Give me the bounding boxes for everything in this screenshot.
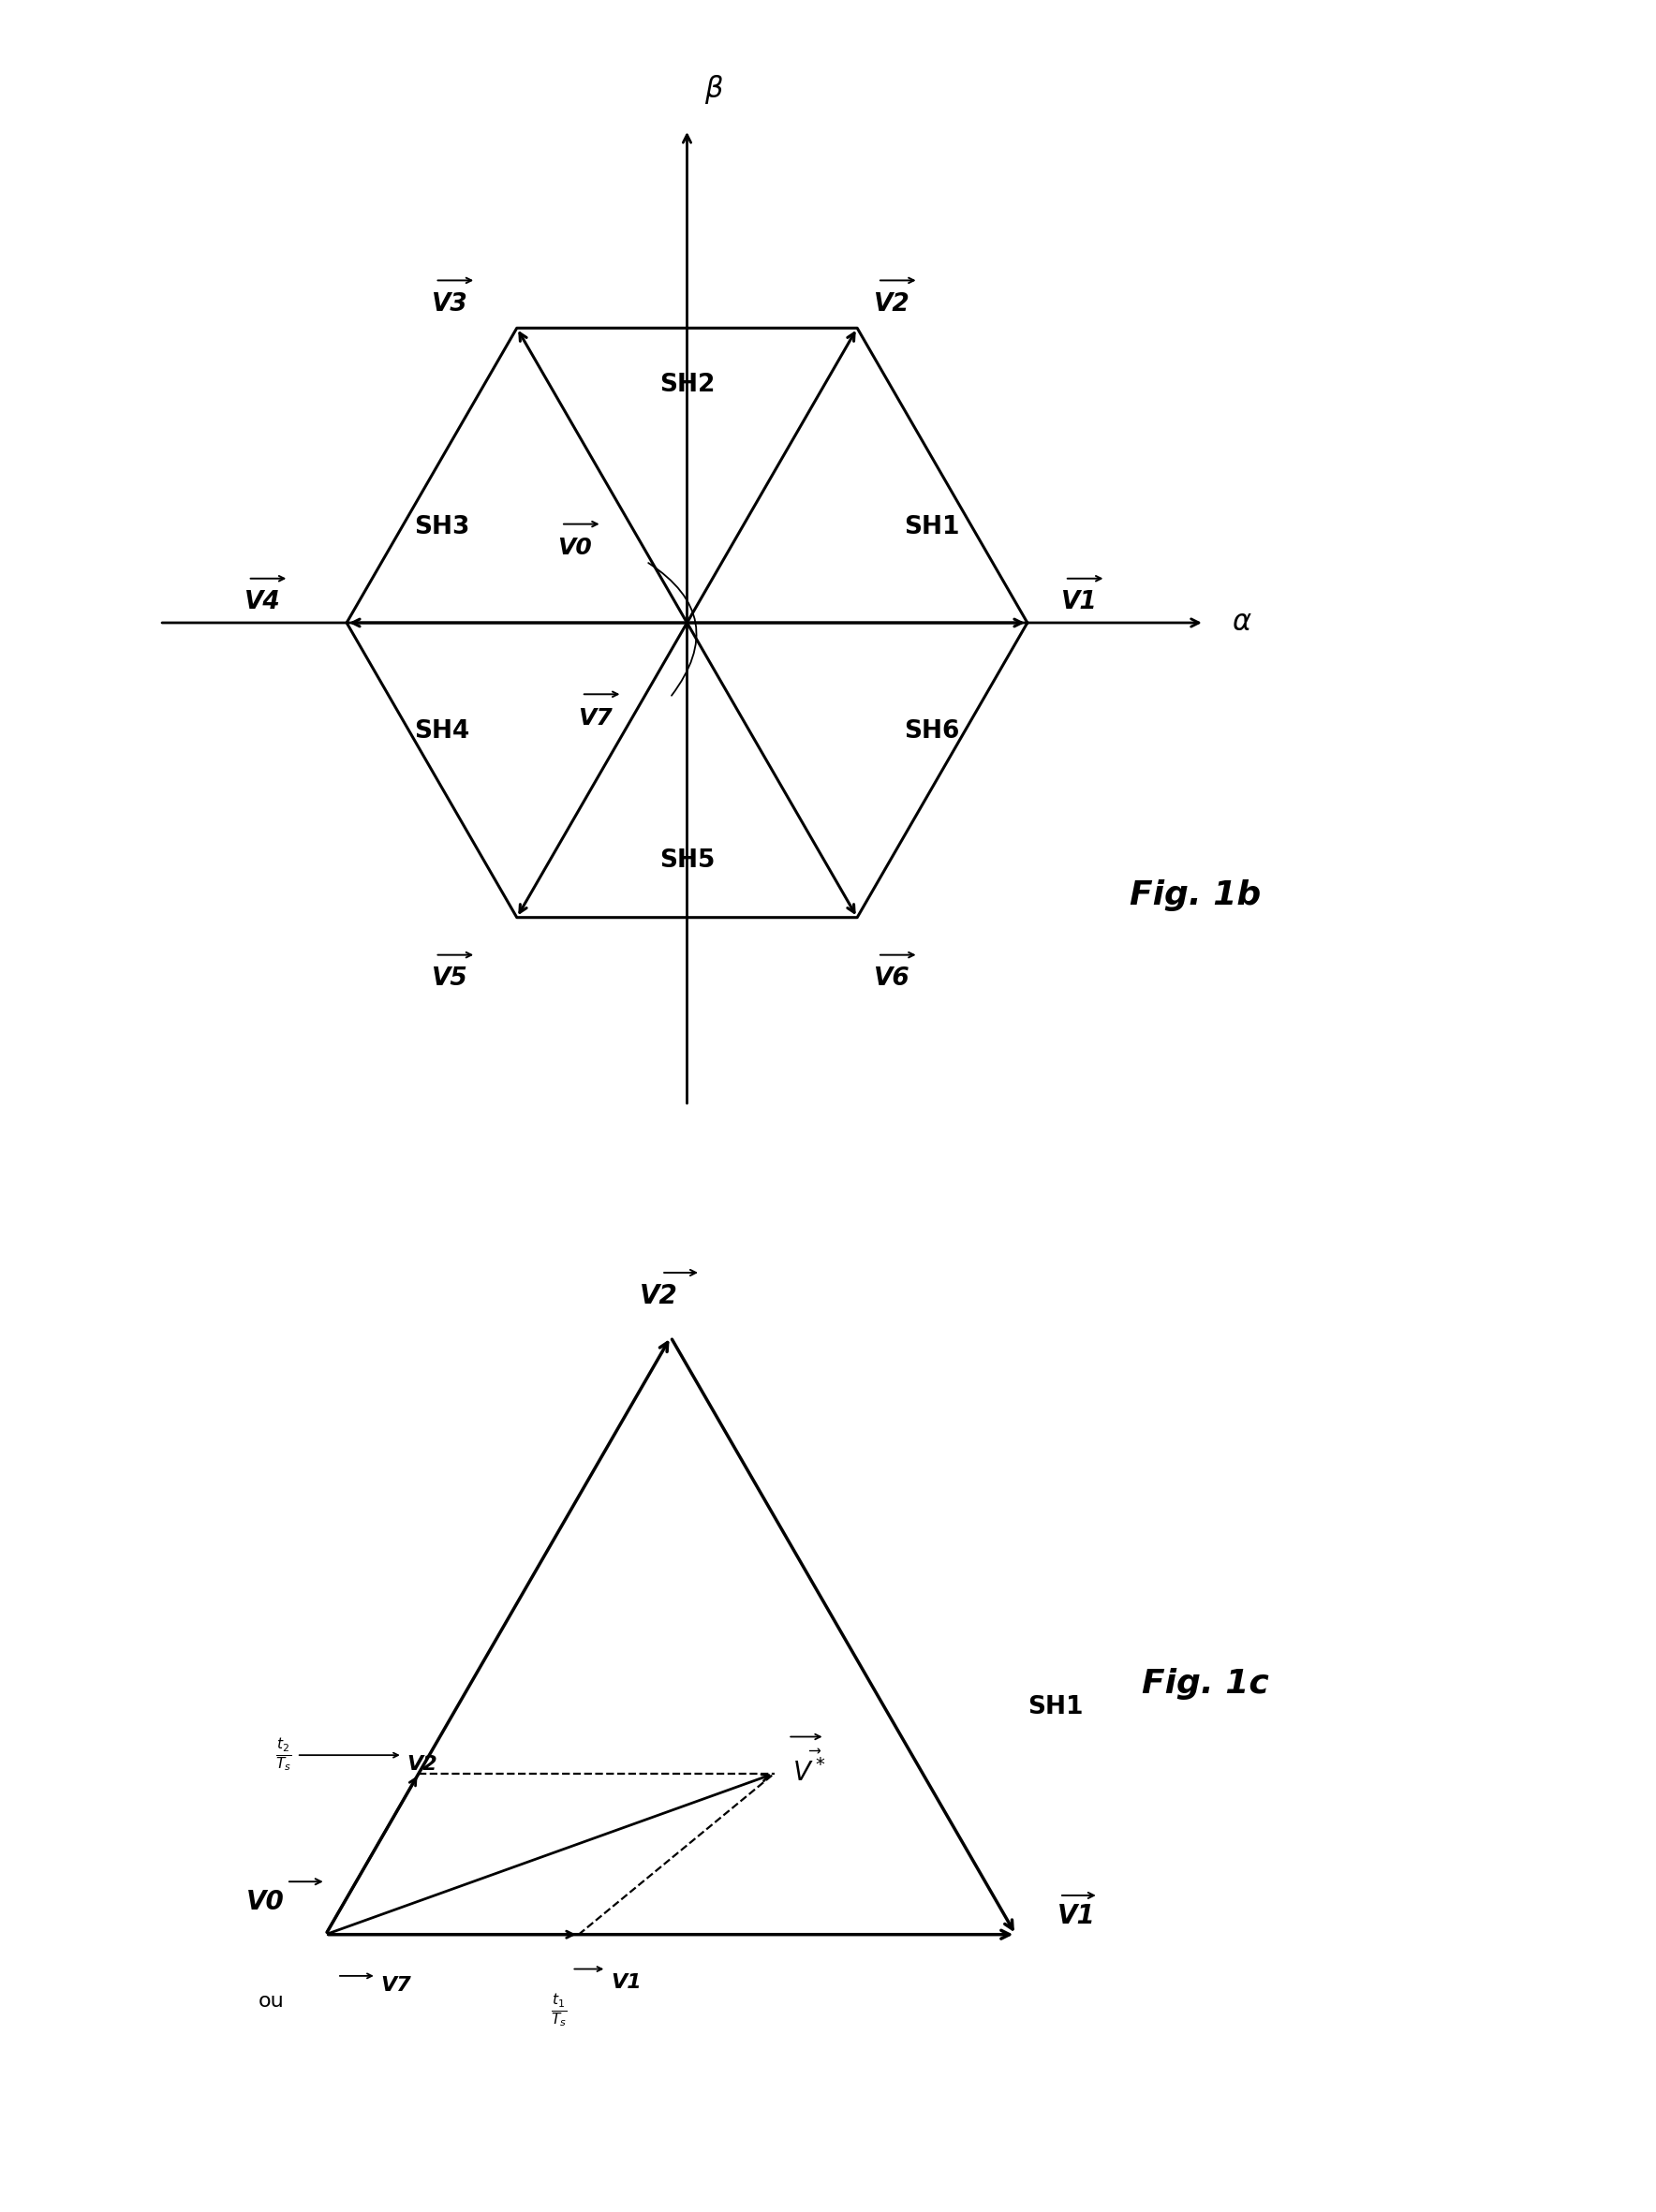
Text: SH5: SH5 — [659, 849, 715, 874]
Text: V5: V5 — [432, 967, 469, 991]
Text: $\frac{t_2}{T_s}$: $\frac{t_2}{T_s}$ — [275, 1736, 291, 1774]
Text: SH2: SH2 — [659, 372, 715, 396]
Text: V7: V7 — [578, 708, 613, 730]
Text: V0: V0 — [247, 1889, 285, 1916]
Text: SH1: SH1 — [904, 515, 960, 540]
Text: $\frac{t_1}{T_s}$: $\frac{t_1}{T_s}$ — [551, 1993, 566, 2028]
Text: Fig. 1c: Fig. 1c — [1143, 1668, 1270, 1699]
Text: ou: ou — [258, 1993, 285, 2011]
Text: $\alpha$: $\alpha$ — [1232, 608, 1252, 637]
Text: V1: V1 — [1057, 1902, 1095, 1929]
Text: $\vec{V^*}$: $\vec{V^*}$ — [793, 1750, 826, 1787]
Text: V6: V6 — [874, 967, 911, 991]
Text: SH6: SH6 — [904, 719, 960, 743]
Text: V1: V1 — [1061, 591, 1098, 615]
Text: V2: V2 — [874, 292, 911, 316]
Text: SH3: SH3 — [414, 515, 470, 540]
Text: V0: V0 — [558, 538, 593, 560]
Text: V2: V2 — [407, 1754, 437, 1774]
Text: V1: V1 — [611, 1973, 641, 1993]
Text: V7: V7 — [381, 1975, 412, 1995]
Text: SH4: SH4 — [414, 719, 470, 743]
Text: V2: V2 — [641, 1283, 679, 1310]
Text: Fig. 1b: Fig. 1b — [1129, 878, 1260, 911]
Text: $\beta$: $\beta$ — [704, 73, 724, 106]
Text: V4: V4 — [245, 591, 282, 615]
Text: SH1: SH1 — [1027, 1694, 1083, 1719]
Text: V3: V3 — [432, 292, 469, 316]
